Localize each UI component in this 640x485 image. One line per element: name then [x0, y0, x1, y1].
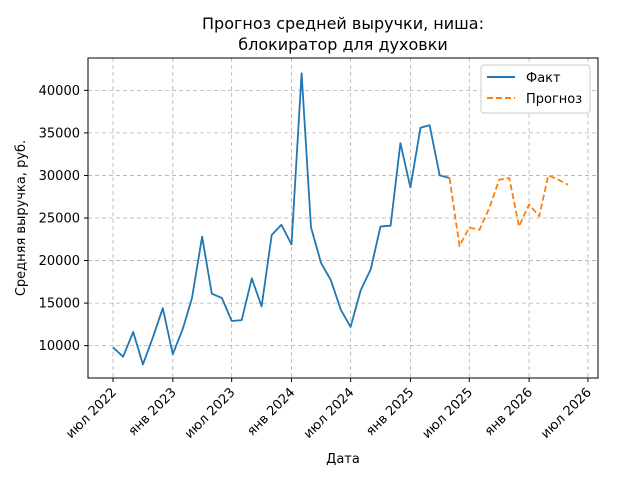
- chart-title-line-1: Прогноз средней выручки, ниша:: [202, 14, 484, 33]
- y-tick-label: 40000: [39, 84, 80, 99]
- legend-label-forecast: Прогноз: [526, 92, 582, 107]
- legend-label-fact: Факт: [526, 71, 561, 86]
- x-tick-label: июл 2024: [301, 385, 358, 442]
- x-tick-label: июл 2022: [63, 385, 120, 442]
- x-tick-label: янв 2026: [482, 385, 536, 439]
- series-line-forecast: [450, 175, 569, 246]
- chart-title-line-2: блокиратор для духовки: [238, 35, 448, 54]
- y-tick-label: 35000: [39, 126, 80, 141]
- x-tick-label: янв 2025: [363, 385, 417, 439]
- x-tick-label: июл 2025: [420, 385, 477, 442]
- x-axis-label: Дата: [326, 452, 360, 467]
- y-axis-label: Средняя выручка, руб.: [14, 140, 29, 296]
- x-tick-label: янв 2024: [244, 385, 298, 439]
- y-tick-label: 20000: [39, 254, 80, 269]
- legend: Факт Прогноз: [481, 65, 590, 113]
- series-layer: [113, 73, 568, 364]
- y-tick-label: 15000: [39, 297, 80, 312]
- y-tick-label: 10000: [39, 339, 80, 354]
- series-line-fact: [113, 73, 450, 364]
- y-tick-label: 25000: [39, 212, 80, 227]
- y-axis: 10000 15000 20000 25000 30000 35000 40000: [39, 84, 88, 354]
- x-tick-label: янв 2023: [126, 385, 180, 439]
- x-tick-label: июл 2026: [538, 385, 595, 442]
- x-tick-label: июл 2023: [182, 385, 239, 442]
- y-tick-label: 30000: [39, 169, 80, 184]
